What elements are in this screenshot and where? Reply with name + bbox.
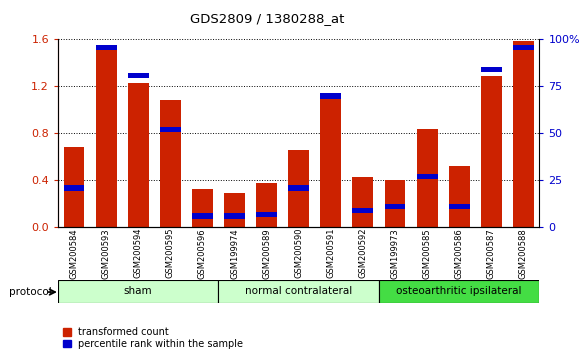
Bar [64,185,85,190]
Text: GDS2809 / 1380288_at: GDS2809 / 1380288_at [190,12,344,25]
Bar [256,183,277,227]
Bar [96,45,117,50]
Bar [128,73,148,78]
Bar [320,94,341,227]
Bar [219,280,379,303]
Bar [224,213,245,219]
Text: protocol: protocol [9,287,52,297]
Bar [513,45,534,50]
Bar [192,213,213,219]
Bar [160,100,181,227]
Bar [449,204,470,209]
Legend: transformed count, percentile rank within the sample: transformed count, percentile rank withi… [63,327,244,349]
Bar [288,150,309,227]
Bar [353,177,374,227]
Bar [160,127,181,132]
Bar [320,93,341,99]
Bar [481,76,502,227]
Bar [385,180,405,227]
Bar [96,45,117,227]
Bar [416,129,437,227]
Bar [128,84,148,227]
Bar [385,204,405,209]
Bar [64,147,85,227]
Text: osteoarthritic ipsilateral: osteoarthritic ipsilateral [396,286,522,296]
Bar [192,189,213,227]
Bar [379,280,539,303]
Bar [256,212,277,217]
Bar [224,193,245,227]
Bar [449,166,470,227]
Bar [416,174,437,179]
Text: normal contralateral: normal contralateral [245,286,352,296]
Bar [513,41,534,227]
Text: sham: sham [124,286,153,296]
Bar [353,208,374,213]
Bar [288,185,309,190]
Bar [481,67,502,72]
Bar [58,280,219,303]
